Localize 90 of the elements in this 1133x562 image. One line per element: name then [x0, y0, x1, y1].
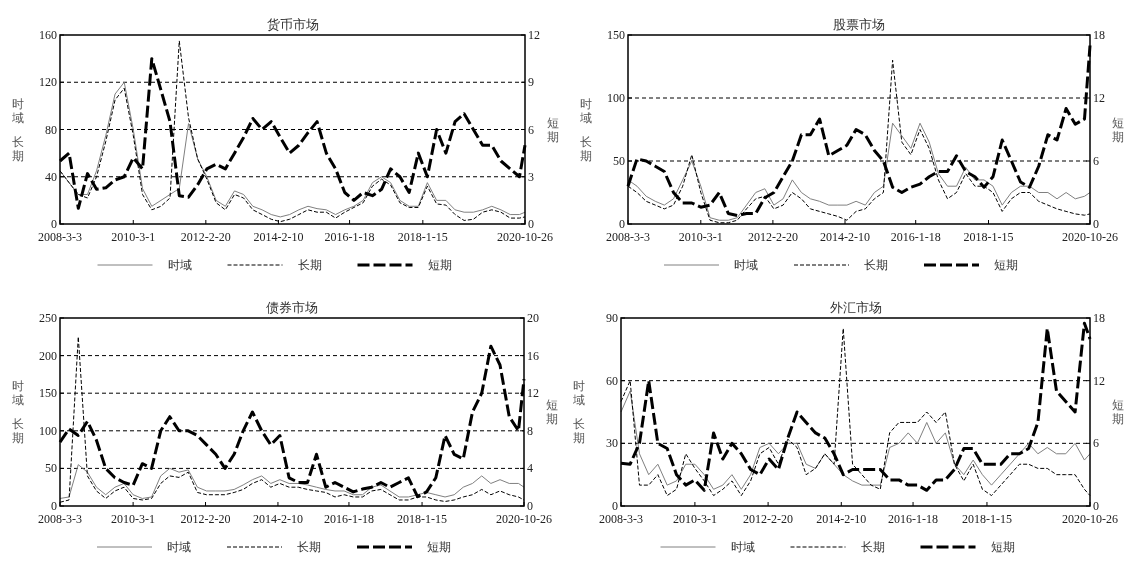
y-tick-label: 60 — [606, 373, 618, 388]
legend-label: 时域 — [167, 540, 191, 554]
chart-title: 股票市场 — [833, 17, 885, 32]
legend-label: 长期 — [297, 258, 322, 272]
y2-tick-label: 0 — [528, 217, 534, 231]
x-tick-label: 2020-10-26 — [497, 230, 553, 244]
y-tick-label: 250 — [39, 311, 57, 325]
x-tick-label: 2012-2-20 — [743, 512, 794, 526]
y2-tick-label: 0 — [1093, 217, 1099, 231]
x-tick-label: 2020-10-26 — [1062, 512, 1118, 526]
y2-tick-label: 6 — [1093, 436, 1099, 451]
x-tick-label: 2016-1-18 — [890, 230, 941, 244]
legend-label: 短期 — [990, 540, 1015, 554]
y-axis-title: 时域长期 — [11, 96, 24, 163]
x-tick-label: 2012-2-20 — [180, 512, 231, 526]
y-tick-label: 200 — [39, 348, 57, 363]
y2-tick-label: 9 — [528, 75, 534, 90]
y-axis-title: 时域长期 — [572, 379, 585, 445]
y-tick-label: 120 — [39, 75, 57, 90]
chart-title: 货币市场 — [266, 17, 319, 32]
y2-tick-label: 12 — [527, 386, 539, 401]
x-tick-label: 2008-3-3 — [38, 230, 82, 244]
x-tick-label: 2018-1-15 — [397, 230, 448, 244]
y2-tick-label: 16 — [527, 348, 539, 363]
legend-label: 短期 — [427, 540, 451, 554]
y2-tick-label: 18 — [1093, 311, 1105, 325]
x-tick-label: 2012-2-20 — [180, 230, 231, 244]
y2-axis-title: 短期 — [1112, 398, 1124, 426]
y-tick-label: 150 — [39, 386, 57, 401]
y-tick-label: 0 — [612, 499, 618, 513]
chart-title: 外汇市场 — [829, 300, 882, 315]
legend-label: 短期 — [994, 258, 1018, 272]
y-tick-label: 30 — [606, 436, 618, 451]
y2-tick-label: 12 — [1093, 373, 1105, 388]
y2-tick-label: 6 — [1093, 154, 1099, 168]
x-tick-label: 2008-3-3 — [38, 512, 82, 526]
y2-tick-label: 3 — [528, 169, 534, 184]
x-tick-label: 2014-2-10 — [820, 230, 870, 244]
y-tick-label: 90 — [606, 311, 618, 325]
legend-label: 时域 — [167, 258, 192, 272]
x-tick-label: 2014-2-10 — [253, 230, 304, 244]
y2-tick-label: 18 — [1093, 28, 1105, 42]
x-tick-label: 2020-10-26 — [1062, 230, 1118, 244]
y-tick-label: 0 — [51, 217, 57, 231]
y2-axis-title: 短期 — [1112, 115, 1124, 144]
legend-label: 长期 — [297, 540, 321, 554]
x-tick-label: 2010-3-1 — [678, 230, 723, 244]
y-axis-title: 时域长期 — [11, 379, 24, 445]
y-tick-label: 0 — [51, 499, 57, 513]
y-axis-title: 时域长期 — [579, 96, 592, 163]
x-tick-label: 2008-3-3 — [606, 230, 650, 244]
legend-label: 时域 — [734, 258, 758, 272]
x-tick-label: 2020-10-26 — [496, 512, 552, 526]
y2-tick-label: 8 — [527, 423, 533, 438]
x-tick-label: 2018-1-15 — [961, 512, 1012, 526]
legend-label: 长期 — [860, 540, 885, 554]
legend-label: 长期 — [864, 258, 888, 272]
y2-tick-label: 6 — [528, 122, 534, 137]
y2-axis-title: 短期 — [547, 115, 559, 144]
y-tick-label: 160 — [39, 28, 57, 42]
x-tick-label: 2018-1-15 — [963, 230, 1014, 244]
y2-tick-label: 0 — [1093, 499, 1099, 513]
y-tick-label: 100 — [39, 423, 57, 438]
y-tick-label: 50 — [45, 461, 57, 476]
y2-tick-label: 12 — [528, 28, 540, 42]
x-tick-label: 2012-2-20 — [747, 230, 798, 244]
legend-label: 时域 — [730, 540, 755, 554]
x-tick-label: 2014-2-10 — [252, 512, 303, 526]
y2-tick-label: 20 — [527, 311, 539, 325]
x-tick-label: 2018-1-15 — [397, 512, 448, 526]
x-tick-label: 2014-2-10 — [816, 512, 867, 526]
y2-tick-label: 4 — [527, 461, 533, 476]
y-tick-label: 150 — [607, 28, 625, 42]
y-tick-label: 0 — [619, 217, 625, 231]
y-tick-label: 100 — [607, 91, 625, 105]
x-tick-label: 2016-1-18 — [888, 512, 939, 526]
x-tick-label: 2016-1-18 — [323, 512, 374, 526]
x-tick-label: 2010-3-1 — [672, 512, 717, 526]
y-tick-label: 50 — [613, 154, 625, 168]
chart-title: 债券市场 — [266, 300, 318, 315]
y-tick-label: 40 — [45, 169, 57, 184]
y2-tick-label: 0 — [527, 499, 533, 513]
y-tick-label: 80 — [45, 122, 57, 137]
legend-label: 短期 — [427, 258, 452, 272]
x-tick-label: 2008-3-3 — [599, 512, 643, 526]
y2-axis-title: 短期 — [546, 398, 558, 426]
x-tick-label: 2010-3-1 — [111, 230, 156, 244]
x-tick-label: 2016-1-18 — [324, 230, 375, 244]
y2-tick-label: 12 — [1093, 91, 1105, 105]
x-tick-label: 2010-3-1 — [111, 512, 156, 526]
